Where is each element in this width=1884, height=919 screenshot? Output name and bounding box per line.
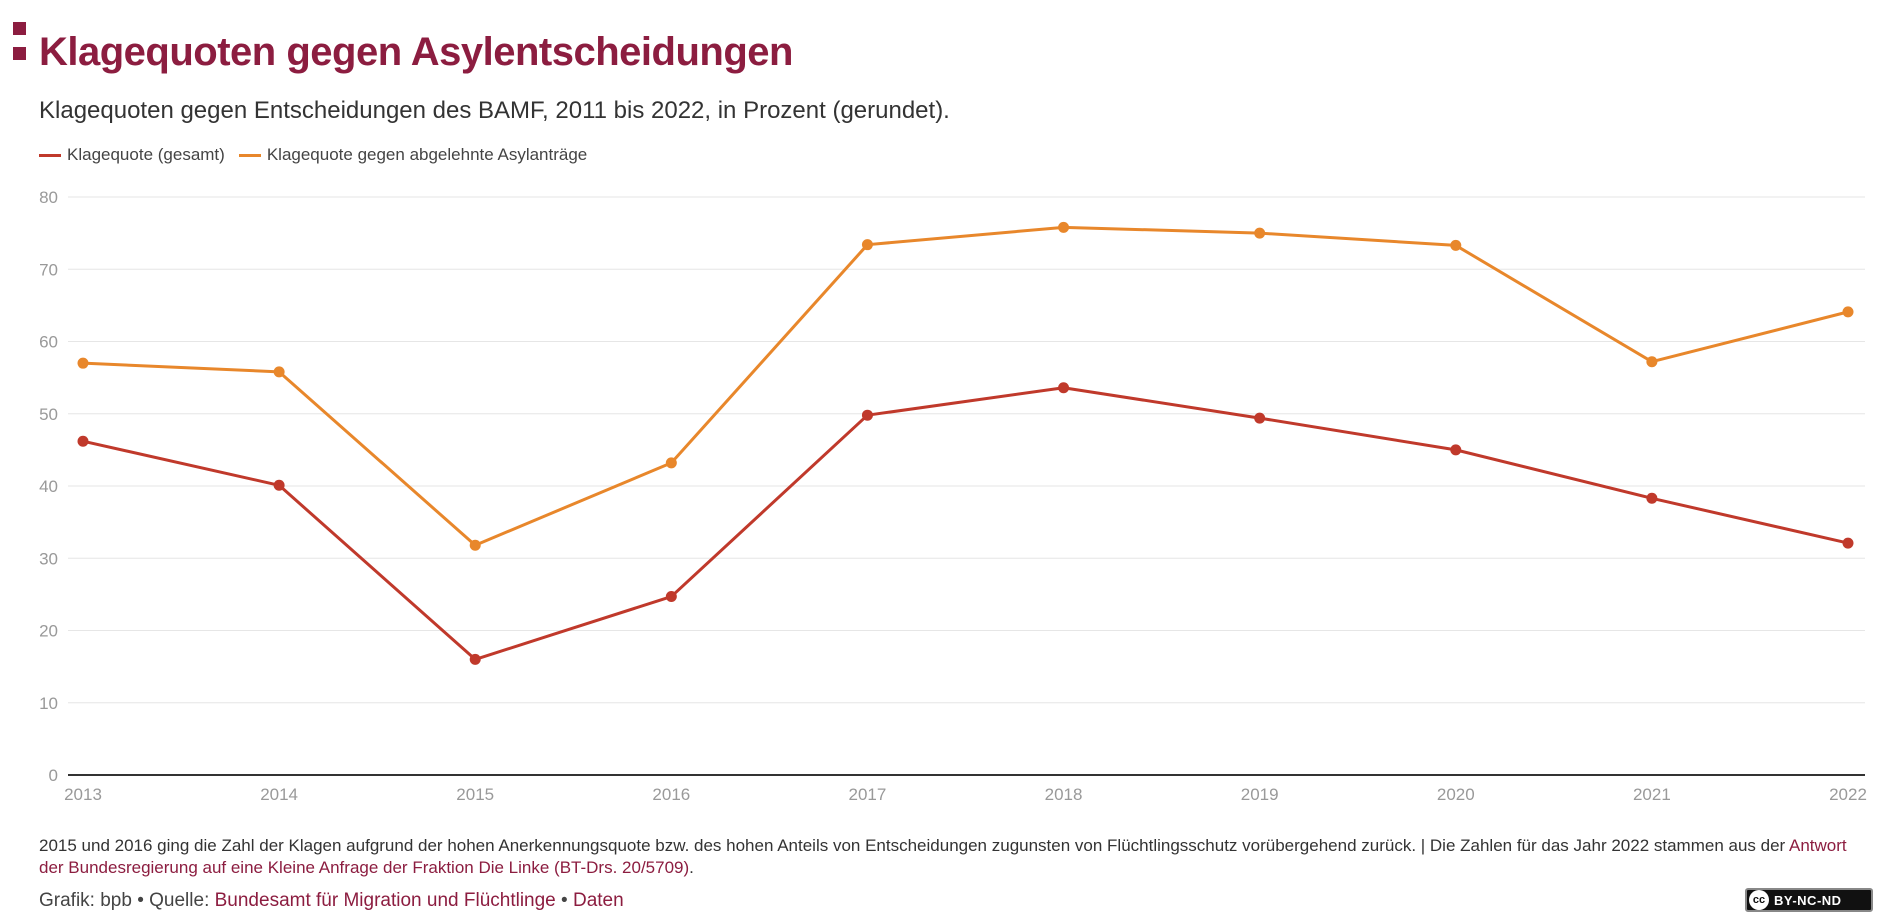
data-point-s0-2014 — [273, 479, 285, 491]
source-separator: • — [555, 890, 573, 911]
data-point-s1-2022 — [1842, 306, 1854, 318]
x-tick-label-2021: 2021 — [1633, 785, 1671, 804]
legend-item-abgelehnt[interactable]: Klagequote gegen abgelehnte Asylanträge — [238, 145, 588, 165]
source-line: Grafik: bpb • Quelle: Bundesamt für Migr… — [39, 890, 624, 912]
note-end: . — [689, 858, 694, 877]
x-tick-label-2015: 2015 — [456, 785, 494, 804]
data-point-s1-2016 — [665, 457, 677, 469]
license-label: BY-NC-ND — [1774, 892, 1842, 908]
license-badge[interactable]: cc BY-NC-ND — [1745, 888, 1873, 912]
brand-mark-bottom — [13, 47, 26, 60]
y-tick-label-80: 80 — [39, 188, 58, 207]
data-point-s1-2017 — [861, 239, 873, 251]
legend-swatch-gesamt — [39, 153, 61, 157]
y-tick-label-70: 70 — [39, 260, 58, 279]
data-point-s0-2021 — [1646, 492, 1658, 504]
data-point-s1-2021 — [1646, 356, 1658, 368]
legend-label-gesamt: Klagequote (gesamt) — [67, 145, 225, 164]
x-tick-label-2017: 2017 — [849, 785, 887, 804]
x-tick-label-2016: 2016 — [652, 785, 690, 804]
data-point-s0-2013 — [77, 435, 89, 447]
chart-legend: Klagequote (gesamt) Klagequote gegen abg… — [39, 145, 587, 165]
y-tick-label-10: 10 — [39, 694, 58, 713]
data-point-s0-2020 — [1450, 444, 1462, 456]
series-line-0 — [82, 386, 1849, 661]
source-link-daten[interactable]: Daten — [572, 890, 624, 911]
data-point-s0-2019 — [1254, 412, 1266, 424]
x-tick-label-2020: 2020 — [1437, 785, 1475, 804]
data-point-s1-2013 — [77, 357, 89, 369]
data-point-s1-2014 — [273, 366, 285, 378]
data-point-s1-2020 — [1450, 239, 1462, 251]
cc-icon: cc — [1749, 890, 1769, 910]
data-point-s1-2015 — [469, 539, 481, 551]
data-point-s0-2022 — [1842, 537, 1854, 549]
data-point-s0-2015 — [469, 653, 481, 665]
legend-label-abgelehnt: Klagequote gegen abgelehnte Asylanträge — [266, 145, 588, 164]
x-tick-label-2022: 2022 — [1829, 785, 1867, 804]
legend-item-gesamt[interactable]: Klagequote (gesamt) — [39, 145, 225, 165]
y-tick-label-20: 20 — [39, 622, 58, 641]
chart-title: Klagequoten gegen Asylentscheidungen — [39, 30, 793, 74]
y-tick-label-0: 0 — [49, 766, 58, 785]
data-point-s1-2019 — [1254, 227, 1266, 239]
brand-mark-top — [13, 22, 26, 35]
chart-subtitle: Klagequoten gegen Entscheidungen des BAM… — [39, 97, 950, 124]
x-tick-label-2013: 2013 — [64, 785, 102, 804]
x-tick-label-2018: 2018 — [1045, 785, 1083, 804]
y-tick-label-50: 50 — [39, 405, 58, 424]
source-link-bamf[interactable]: Bundesamt für Migration und Flüchtlinge — [214, 890, 556, 911]
series-line-1 — [82, 225, 1849, 547]
data-point-s0-2016 — [665, 591, 677, 603]
data-point-s0-2018 — [1058, 382, 1070, 394]
chart-note: 2015 und 2016 ging die Zahl der Klagen a… — [39, 835, 1859, 879]
y-tick-label-60: 60 — [39, 333, 58, 352]
line-chart: 0 10 20 30 40 50 60 70 80 2013 2014 2015 2016 2017 201… — [39, 188, 1867, 804]
x-tick-label-2019: 2019 — [1241, 785, 1279, 804]
note-text: 2015 und 2016 ging die Zahl der Klagen a… — [39, 836, 1789, 855]
data-point-s0-2017 — [861, 409, 873, 421]
note-link-bundesregierung[interactable]: Antwort der Bundesregierung auf eine Kle… — [39, 836, 1847, 877]
legend-swatch-abgelehnt — [238, 153, 261, 157]
y-tick-label-30: 30 — [39, 549, 58, 568]
source-prefix: Grafik: bpb • Quelle: — [39, 890, 215, 911]
x-tick-label-2014: 2014 — [260, 785, 298, 804]
brand-marks — [13, 22, 26, 72]
y-tick-label-40: 40 — [39, 477, 58, 496]
data-point-s1-2018 — [1058, 221, 1070, 233]
